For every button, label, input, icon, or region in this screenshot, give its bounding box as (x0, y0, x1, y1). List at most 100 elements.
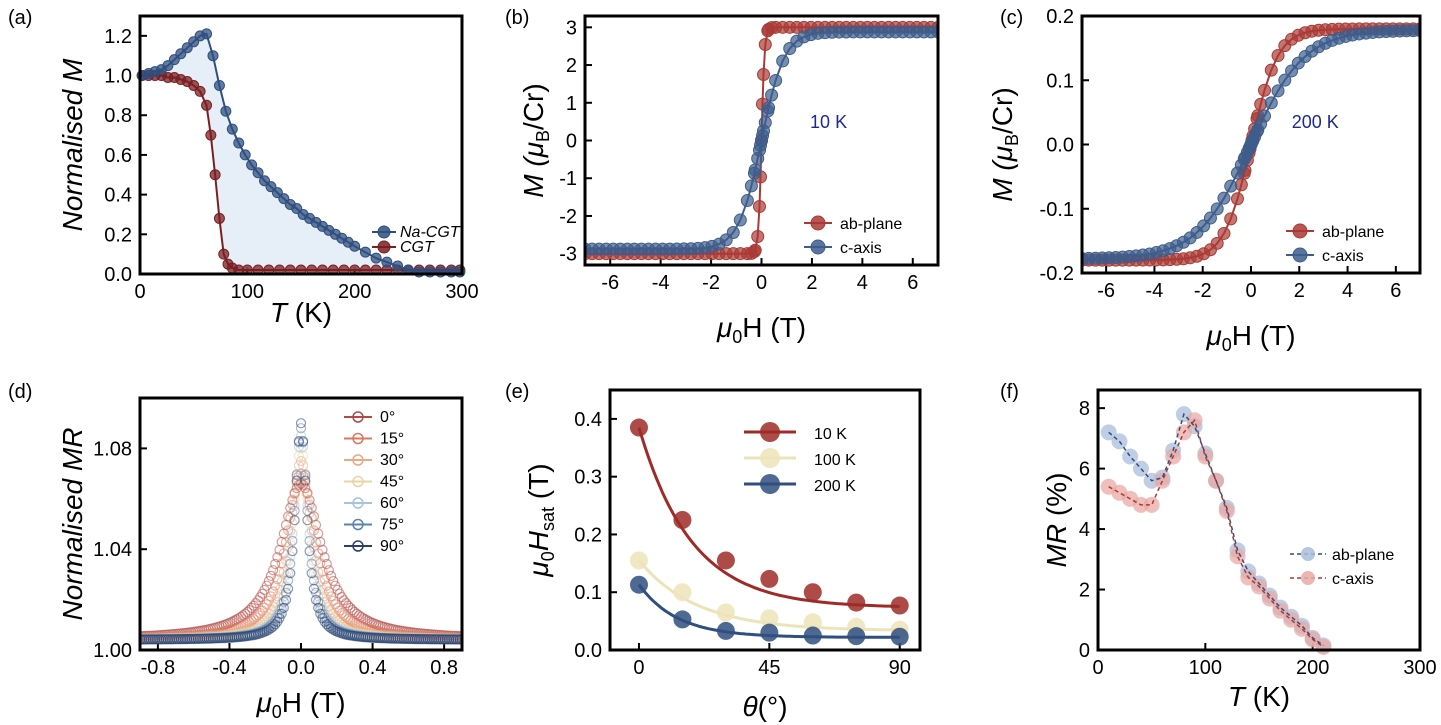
panel-d-chart: -0.8 -0.4 0.0 0.4 0.8 1.00 1.04 1.08 0° 15° 30° 45°… (57, 396, 464, 722)
na-cgt-point (207, 50, 219, 62)
y-tick-label: 6 (1079, 459, 1090, 481)
y-tick-label: 0.0 (574, 640, 602, 662)
mr-point-2 (302, 489, 313, 500)
panel-e-chart: 0 45 90 0.0 0.1 0.2 0.3 0.4 10 K 100 K 200 K θ(°) μ0… (523, 388, 922, 722)
y-tick-label: 0.2 (574, 524, 602, 546)
shaded-region (142, 33, 460, 273)
x-tick-label: 2 (1294, 280, 1305, 302)
legend-marker (352, 497, 364, 509)
cgt-point (201, 99, 213, 111)
legend-marker (352, 518, 364, 531)
y-tick-label: 0.2 (104, 224, 132, 246)
panel-c-chart: -6 -4 -2 0 2 4 6 -0.2 -0.1 0.0 0.1 0.2 200 K ab-plane… (987, 6, 1422, 355)
na-cgt-point (435, 266, 447, 278)
mr-point-6 (289, 515, 300, 526)
na-cgt-point (359, 246, 371, 258)
mr-point-3 (302, 494, 313, 505)
mr-point-3 (285, 539, 296, 550)
x-tick-label: -2 (1194, 280, 1212, 302)
series-line-c-axis (585, 30, 938, 251)
hsat-point-1 (760, 609, 779, 628)
mr-point-6 (456, 634, 462, 645)
y-tick-label: 1.2 (104, 26, 132, 48)
ab-plane-mr-point (1122, 448, 1139, 465)
data-group (140, 418, 462, 645)
plot-frame (608, 388, 922, 652)
mr-point-6 (285, 568, 296, 579)
plot-frame (138, 14, 464, 276)
panel-f-chart: 0 100 200 300 0 2 4 6 8 ab-plane c-axis T (K) MR (%) (1041, 388, 1437, 712)
series-line-c-axis (1082, 29, 1420, 260)
mr-point-3 (304, 517, 315, 529)
legend-marker (352, 411, 364, 423)
hsat-point-1 (629, 551, 648, 570)
hsat-point-0 (890, 596, 909, 615)
x-tick-label: -2 (702, 272, 720, 294)
mr-point-5 (300, 470, 311, 481)
mr-point-2 (289, 489, 300, 500)
na-cgt-point (381, 256, 393, 268)
mr-point-2 (304, 507, 315, 519)
plot-frame (583, 14, 940, 267)
y-tick-label: 0 (1079, 640, 1090, 662)
mr-point-5 (287, 535, 298, 547)
mr-point-4 (310, 581, 322, 592)
mr-point-3 (289, 494, 300, 505)
mr-point-4 (295, 430, 307, 441)
legend-label-c-axis: c-axis (1322, 248, 1364, 265)
legend-label-ab-plane: ab-plane (1332, 547, 1394, 564)
mr-point-4 (302, 500, 313, 511)
temperature-annotation: 10 K (810, 112, 847, 132)
x-axis-label: μ0H (T) (716, 312, 806, 347)
y-tick-label: 0.0 (104, 264, 132, 286)
mr-point-2 (278, 566, 289, 578)
legend-label-c-axis: c-axis (1332, 571, 1374, 588)
mr-point-4 (304, 528, 315, 539)
x-axis-label: μ0H (T) (1205, 320, 1295, 355)
y-axis-label: Normalised MR (57, 428, 88, 621)
hsat-point-0 (673, 511, 692, 529)
x-tick-label: 4 (1342, 280, 1353, 302)
mr-point-0 (323, 565, 334, 576)
x-tick-label: 0.8 (430, 657, 458, 679)
y-axis-label: μ0Hsat (T) (523, 463, 558, 577)
legend-marker (760, 422, 780, 442)
y-tick-label: 0 (566, 131, 577, 153)
panel-label-a: (a) (8, 7, 32, 29)
legend-label-ab-plane: ab-plane (840, 216, 902, 233)
na-cgt-point (201, 28, 213, 40)
mr-point-3 (287, 517, 298, 529)
mr-point-4 (285, 551, 296, 562)
x-tick-label: -4 (1146, 280, 1164, 302)
y-tick-label: 0.8 (104, 105, 132, 127)
mr-point-2 (287, 507, 298, 519)
hsat-point-2 (673, 610, 692, 629)
legend-label: 10 K (814, 426, 847, 443)
x-tick-label: 6 (1390, 280, 1401, 302)
mr-point-6 (313, 602, 324, 614)
legend-marker-ab-plane (810, 215, 826, 231)
na-cgt-point (349, 240, 361, 252)
mr-point-6 (280, 594, 292, 606)
hsat-point-2 (760, 623, 779, 642)
hsat-point-0 (760, 569, 779, 588)
y-tick-label: -3 (559, 244, 577, 266)
data-group (585, 20, 938, 261)
x-axis-label: μ0H (T) (255, 687, 345, 722)
y-tick-label: 1.08 (93, 438, 132, 460)
panel-label-d: (d) (8, 381, 32, 403)
mr-point-0 (270, 558, 281, 570)
y-tick-label: 2 (1079, 580, 1090, 602)
na-cgt-point (213, 79, 225, 91)
legend-label: 30° (380, 452, 404, 469)
x-axis-label: θ(°) (742, 691, 787, 722)
x-tick-label: 0 (756, 272, 767, 294)
x-axis-label: T (K) (270, 297, 332, 328)
mr-point-2 (285, 525, 296, 536)
y-tick-label: -1 (559, 168, 577, 190)
na-cgt-point (246, 159, 258, 171)
legend-marker (352, 454, 364, 466)
y-tick-label: 1.00 (93, 640, 132, 662)
mr-point-0 (265, 570, 276, 582)
